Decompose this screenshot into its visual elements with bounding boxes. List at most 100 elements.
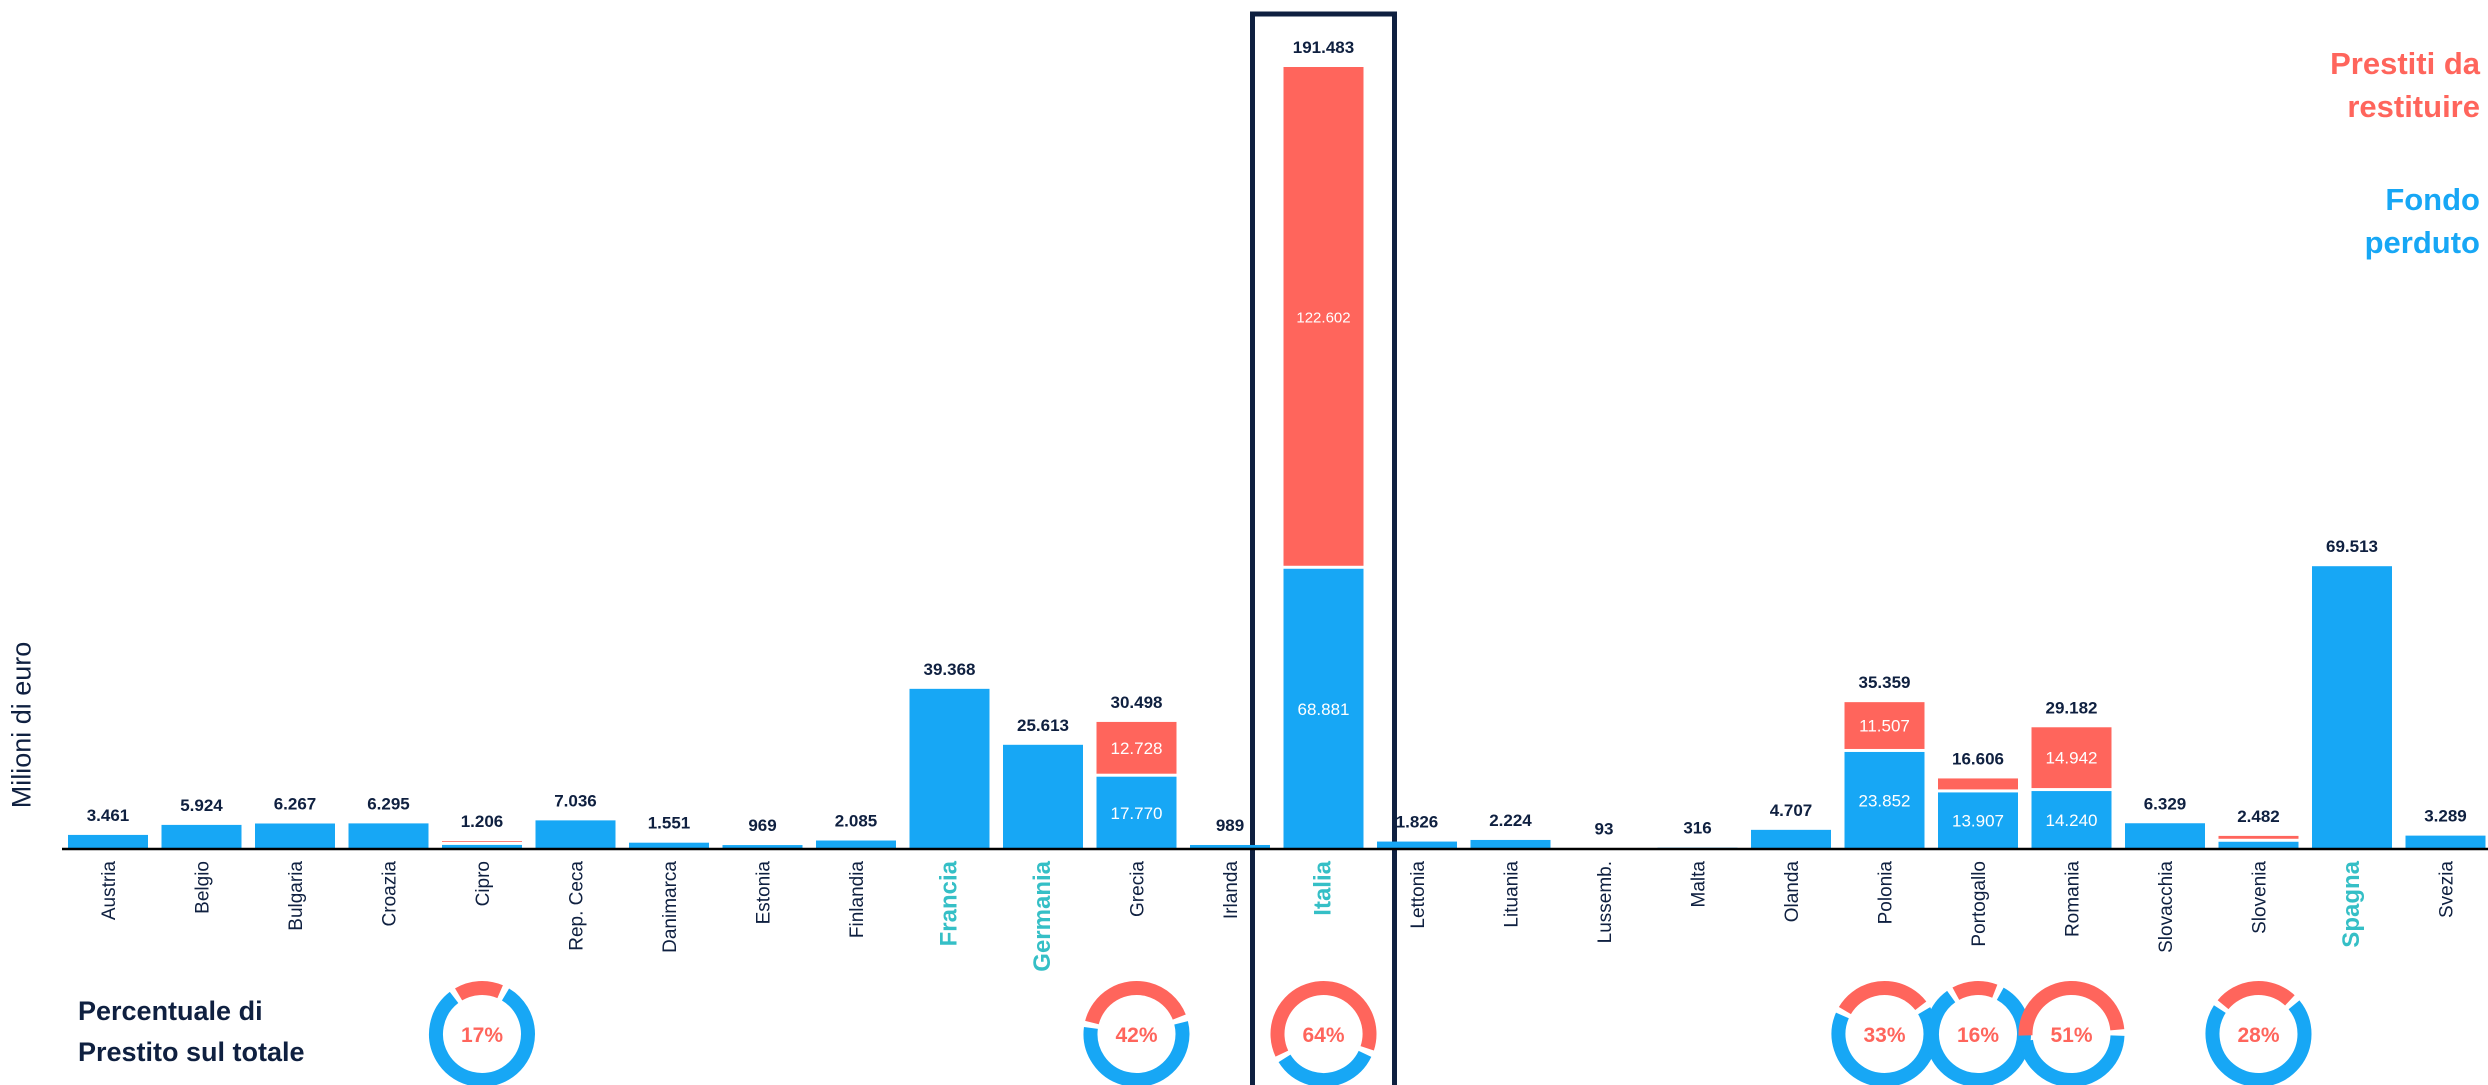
category-label-francia: Francia [936,860,963,946]
donut-grant-arc-cipro [429,981,535,1085]
category-label-malta: Malta [1689,861,1710,908]
legend-grants-line1: Fondo [2385,182,2480,217]
category-label-spagna: Spagna [2338,860,2365,947]
bar-grant-slovenia [2218,841,2299,849]
bar-grant-francia [909,688,990,849]
category-label-finlandia: Finlandia [847,861,868,939]
bar-loan-portogallo [1938,778,2018,790]
bar-grant-estonia [722,845,803,849]
grant-label-grecia: 17.770 [1111,804,1163,823]
category-label-polonia: Polonia [1876,861,1897,925]
bar-grant-rep-ceca [535,820,616,849]
total-label-croazia: 6.295 [367,794,410,813]
donut-loan-arc-romania [2018,981,2125,1085]
loan-label-romania: 14.942 [2046,749,2098,768]
donut-grant-arc-polonia [1831,980,1938,1085]
total-label-lituania: 2.224 [1489,811,1532,830]
bar-grant-slovacchia [2125,823,2205,849]
category-label-slovenia: Slovenia [2250,861,2271,934]
donut-percent-cipro: 17% [461,1024,503,1047]
loan-label-italia: 122.602 [1296,309,1350,326]
loan-label-polonia: 11.507 [1859,717,1910,736]
total-label-slovacchia: 6.329 [2144,794,2187,813]
category-label-germania: Germania [1029,860,1056,971]
total-label-irlanda: 989 [1216,816,1244,835]
category-label-slovacchia: Slovacchia [2156,861,2177,953]
bar-grant-italia [1283,568,1364,849]
total-label-lussemb: 93 [1595,820,1614,839]
category-label-grecia: Grecia [1128,861,1149,917]
donut-grant-arc-slovenia [2205,981,2312,1085]
bar-grant-croazia [348,823,429,849]
donut-percent-slovenia: 28% [2237,1024,2279,1047]
total-label-romania: 29.182 [2046,698,2098,717]
donut-loan-arc-grecia [1083,981,1190,1085]
total-label-lettonia: 1.826 [1396,813,1439,832]
category-label-olanda: Olanda [1782,861,1803,923]
grant-label-polonia: 23.852 [1859,791,1911,810]
category-label-croazia: Croazia [380,861,401,927]
legend-loans-line1: Prestiti da [2330,46,2480,81]
highlight-box-italia [1250,11,1397,1085]
donut-loan-arc-portogallo [1925,981,2031,1085]
total-label-malta: 316 [1683,819,1711,838]
bar-grant-cipro [442,844,522,849]
category-label-bulgaria: Bulgaria [286,861,307,931]
category-label-estonia: Estonia [754,861,775,925]
donut-caption: Percentuale di Prestito sul totale [78,991,305,1073]
donut-loan-arc-cipro [429,981,535,1085]
bar-loan-polonia [1844,702,1925,749]
grant-label-italia: 68.881 [1298,700,1350,719]
total-label-polonia: 35.359 [1859,673,1911,692]
category-label-austria: Austria [99,861,120,921]
bar-grant-romania [2031,791,2112,849]
bar-grant-finlandia [816,840,896,849]
category-label-lussemb: Lussemb. [1595,861,1616,943]
bar-loan-slovenia [2218,835,2299,839]
category-label-lettonia: Lettonia [1408,861,1429,929]
total-label-olanda: 4.707 [1770,801,1813,820]
y-axis-title: Milioni di euro [6,641,37,809]
total-label-grecia: 30.498 [1111,693,1163,712]
total-label-germania: 25.613 [1017,716,1069,735]
legend-grants: Fondo perduto [2365,178,2480,264]
bar-grant-olanda [1751,829,1831,849]
loan-label-grecia: 12.728 [1111,739,1163,758]
total-label-danimarca: 1.551 [648,814,691,833]
bar-grant-belgio [161,824,242,849]
total-label-svezia: 3.289 [2424,807,2467,826]
donut-grant-arc-grecia [1083,981,1190,1085]
legend-loans-line2: restituire [2347,89,2480,124]
donut-percent-grecia: 42% [1115,1024,1157,1047]
bar-grant-germania [1003,744,1083,849]
donut-caption-line1: Percentuale di [78,996,263,1026]
category-label-irlanda: Irlanda [1221,861,1242,920]
donut-grant-arc-romania [2018,981,2125,1085]
total-label-finlandia: 2.085 [835,812,878,831]
bar-grant-bulgaria [255,823,335,849]
donut-percent-romania: 51% [2050,1024,2092,1047]
bar-grant-portogallo [1938,792,2018,849]
total-label-rep-ceca: 7.036 [554,791,597,810]
bar-grant-polonia [1844,751,1925,849]
total-label-cipro: 1.206 [461,812,504,831]
grant-label-portogallo: 13.907 [1952,812,2004,831]
bar-loan-italia [1283,67,1364,566]
total-label-portogallo: 16.606 [1952,749,2004,768]
donut-percent-portogallo: 16% [1957,1024,1999,1047]
bar-grant-lituania [1470,839,1551,849]
category-label-rep-ceca: Rep. Ceca [567,861,588,951]
legend-loans: Prestiti da restituire [2330,42,2480,128]
category-label-svezia: Svezia [2437,861,2458,918]
donut-percent-italia: 64% [1302,1024,1344,1047]
bar-grant-danimarca [629,842,709,849]
donut-caption-line2: Prestito sul totale [78,1037,305,1067]
category-label-portogallo: Portogallo [1969,861,1990,947]
bar-loan-grecia [1096,721,1177,774]
total-label-bulgaria: 6.267 [274,795,317,814]
bar-grant-lettonia [1377,841,1457,849]
total-label-italia: 191.483 [1293,38,1354,57]
bar-grant-grecia [1096,776,1177,849]
bar-grant-irlanda [1190,844,1270,849]
